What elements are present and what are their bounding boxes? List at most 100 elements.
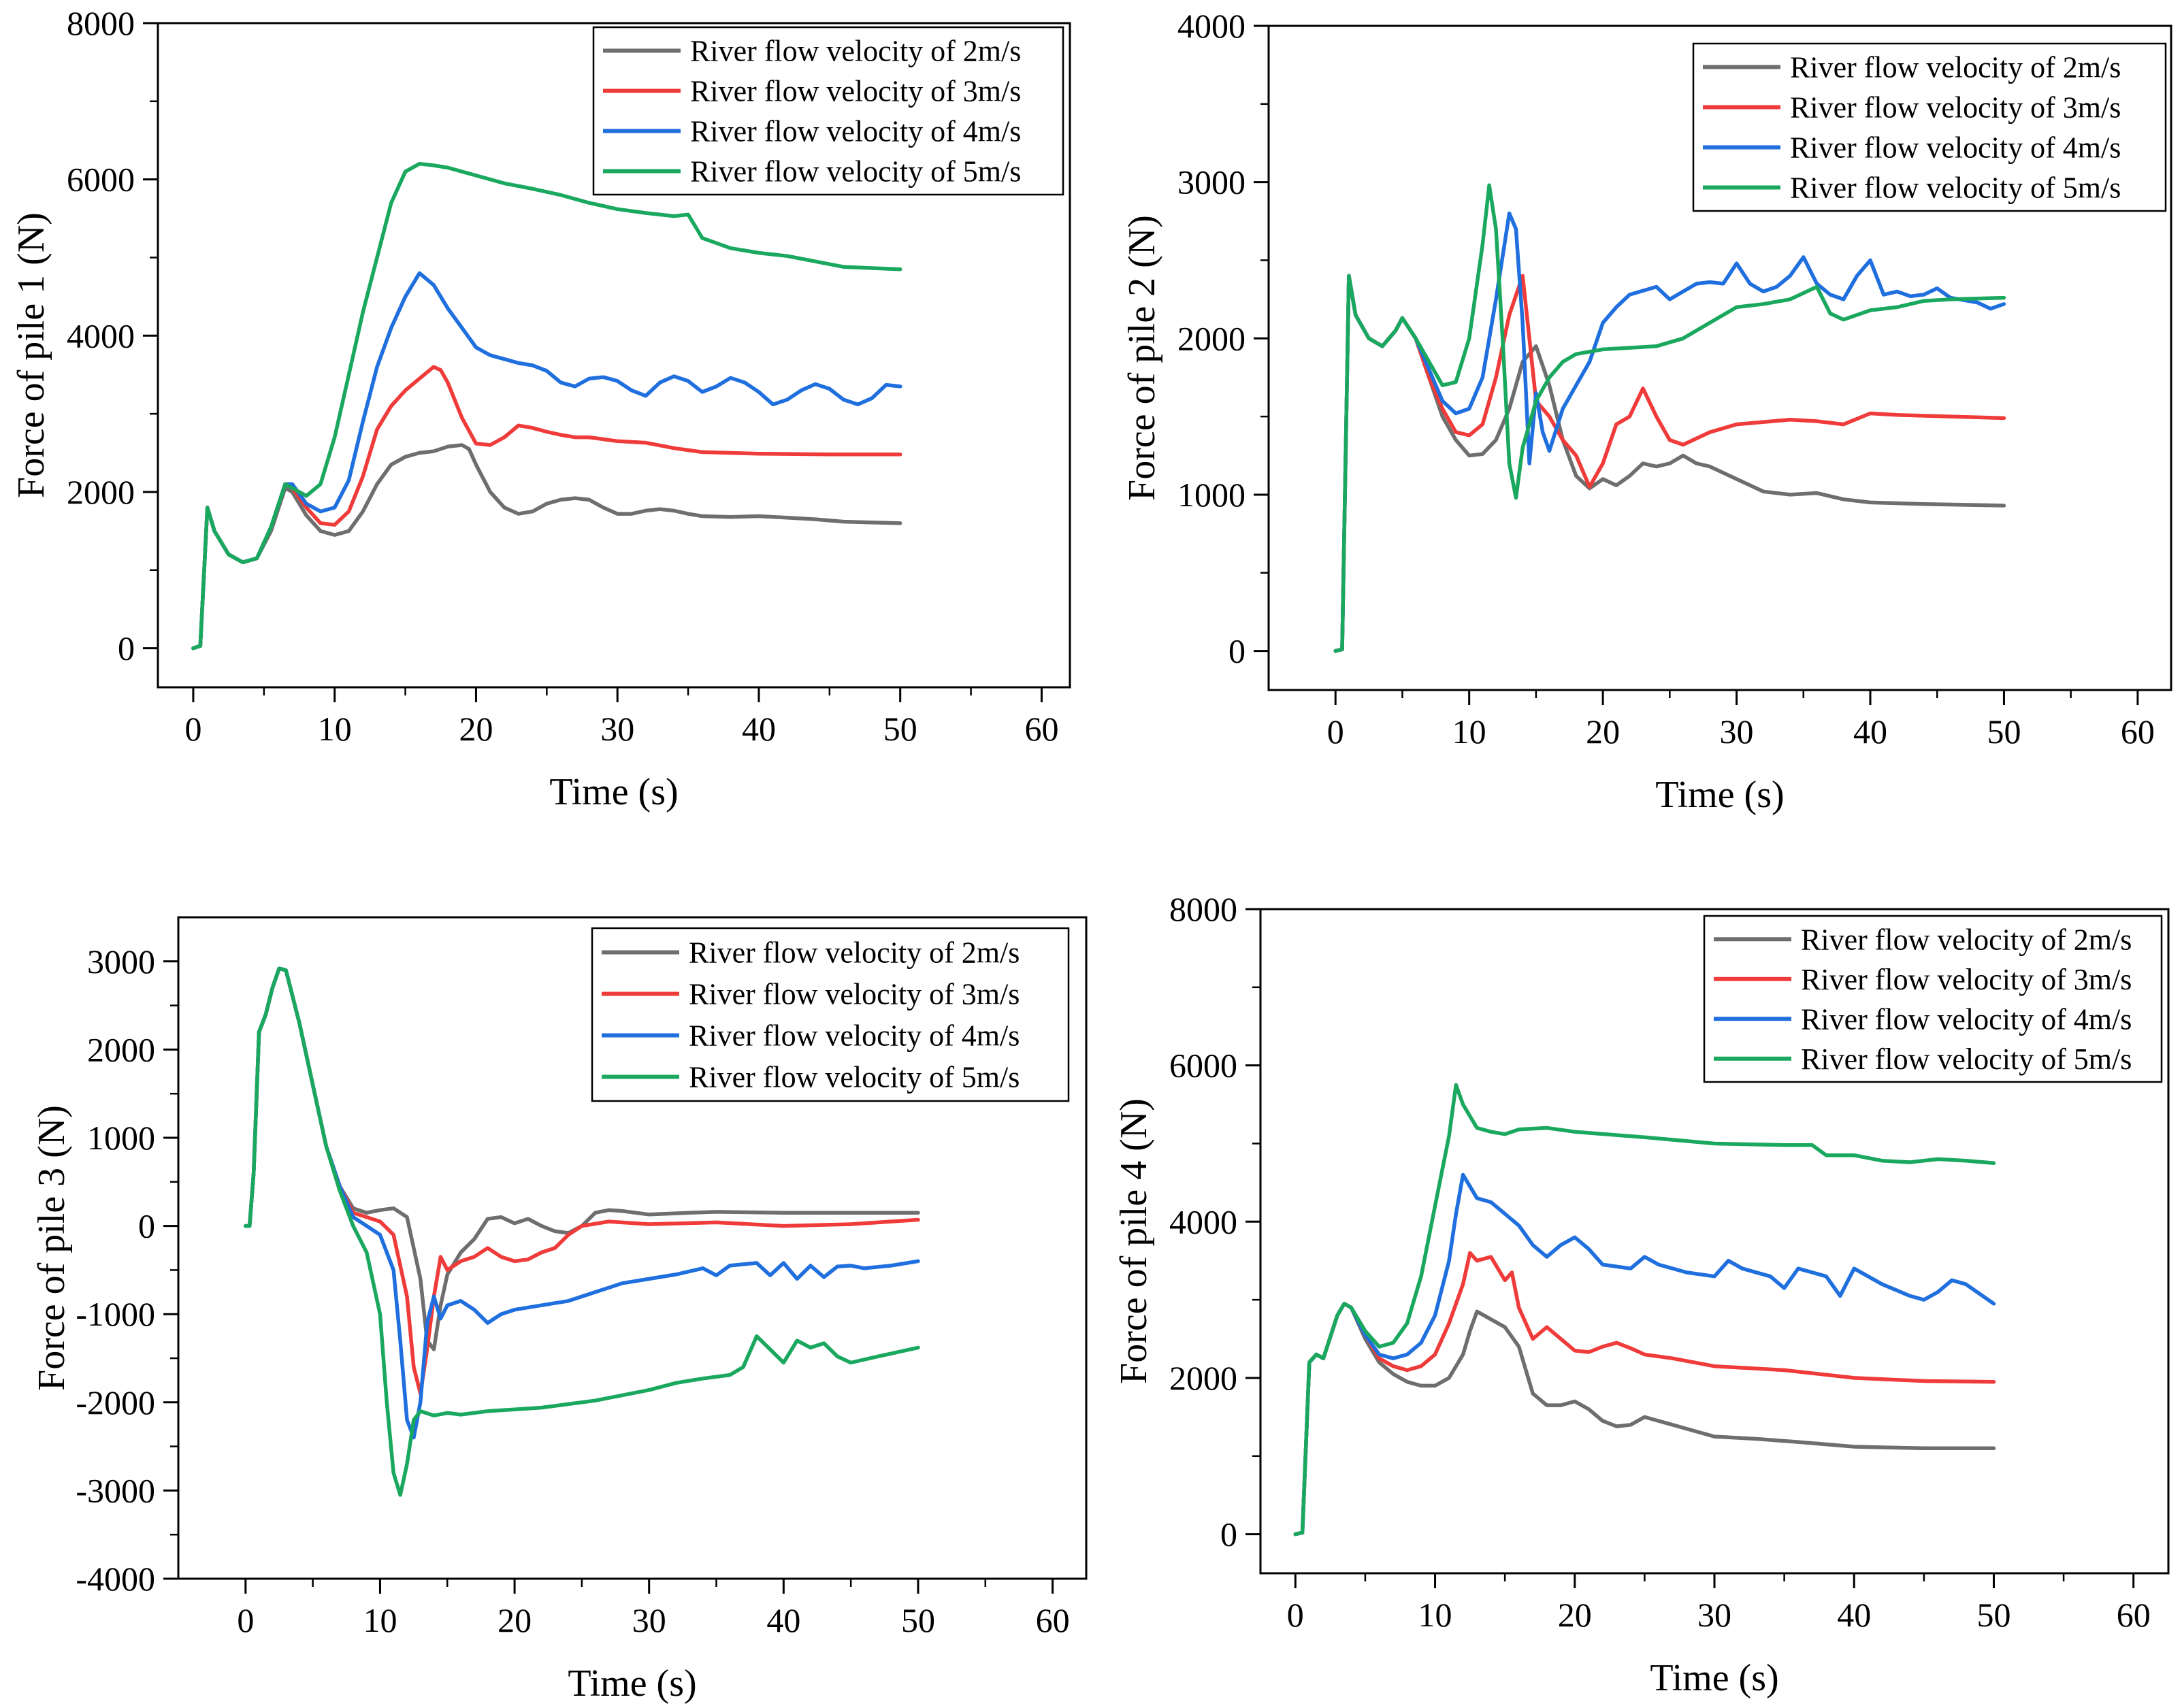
- x-tick-label: 40: [1837, 1596, 1871, 1634]
- series-line-3m-s: [191, 365, 902, 651]
- legend-box: [591, 927, 1070, 1102]
- y-tick-label: 1000: [1177, 476, 1245, 514]
- y-tick-label: 2000: [87, 1030, 155, 1068]
- y-tick-label: 3000: [87, 942, 155, 981]
- legend-label: River flow velocity of 5m/s: [1790, 171, 2121, 205]
- x-tick-label: 50: [901, 1601, 935, 1639]
- x-tick-label: 20: [498, 1601, 532, 1639]
- x-tick-label: 20: [1586, 712, 1620, 751]
- y-tick-label: 0: [118, 629, 135, 668]
- y-tick-label: 4000: [1169, 1202, 1237, 1241]
- x-tick-label: 60: [1024, 710, 1058, 748]
- x-tick-label: 50: [883, 710, 917, 748]
- legend-box: [592, 26, 1064, 196]
- y-axis-title: Force of pile 2 (N): [1121, 215, 1163, 501]
- y-axis-title: Force of pile 4 (N): [1113, 1098, 1155, 1384]
- x-tick-label: 30: [600, 710, 634, 748]
- y-tick-label: -4000: [76, 1560, 155, 1598]
- x-tick-label: 40: [742, 710, 776, 748]
- x-tick-label: 40: [1853, 712, 1887, 751]
- chart-pile2: 0 10 20 30 40 50 60 0 1000 2000 3000 4000 Time (s) Fo…: [1121, 7, 2172, 816]
- x-tick-label: 20: [1558, 1596, 1592, 1634]
- series-line-5m-s: [244, 966, 920, 1497]
- series-line-4m-s: [1293, 1172, 1996, 1537]
- legend: River flow velocity of 2m/s River flow ve…: [591, 927, 1070, 1102]
- legend-label: River flow velocity of 2m/s: [1790, 51, 2121, 84]
- y-tick-label: 0: [1228, 632, 1245, 670]
- axes-frame: [177, 916, 1088, 1580]
- x-tick-label: 10: [1418, 1596, 1452, 1634]
- x-tick-label: 60: [2117, 1596, 2151, 1634]
- series-line-2m-s: [191, 443, 902, 651]
- legend-label: River flow velocity of 2m/s: [689, 936, 1020, 970]
- y-tick-label: 3000: [1177, 163, 1245, 201]
- legend-label: River flow velocity of 5m/s: [689, 1061, 1020, 1094]
- y-tick-label: -1000: [76, 1295, 155, 1333]
- x-tick-label: 10: [363, 1601, 397, 1639]
- y-tick-label: 8000: [1169, 890, 1237, 928]
- x-axis-title: Time (s): [1655, 774, 1784, 816]
- series-line-4m-s: [191, 271, 902, 651]
- legend-label: River flow velocity of 3m/s: [690, 75, 1021, 108]
- x-axis-title: Time (s): [549, 771, 678, 813]
- series-line-2m-s: [1333, 274, 2006, 653]
- legend: River flow velocity of 2m/s River flow ve…: [1703, 915, 2163, 1083]
- x-tick-label: 50: [1987, 712, 2021, 751]
- legend-label: River flow velocity of 3m/s: [1801, 963, 2132, 996]
- series-line-5m-s: [1333, 183, 2006, 653]
- x-tick-label: 0: [1287, 1596, 1304, 1634]
- y-tick-label: 6000: [1169, 1047, 1237, 1085]
- chart-pile4: 0 10 20 30 40 50 60 0 2000 4000 6000 8000 Time (s) Fo…: [1113, 890, 2170, 1699]
- x-tick-label: 10: [1452, 712, 1486, 751]
- legend: River flow velocity of 2m/s River flow ve…: [1692, 42, 2167, 212]
- x-tick-label: 40: [766, 1601, 800, 1639]
- legend-label: River flow velocity of 3m/s: [689, 978, 1020, 1011]
- y-tick-label: 8000: [67, 4, 135, 42]
- x-tick-label: 0: [184, 710, 201, 748]
- series-line-3m-s: [1293, 1251, 1996, 1537]
- legend-label: River flow velocity of 3m/s: [1790, 91, 2121, 125]
- y-tick-label: 2000: [1169, 1359, 1237, 1397]
- x-tick-label: 10: [318, 710, 352, 748]
- y-tick-label: 0: [1220, 1515, 1237, 1554]
- y-tick-label: -2000: [76, 1383, 155, 1422]
- y-tick-label: -3000: [76, 1471, 155, 1509]
- legend-box: [1692, 42, 2167, 212]
- y-tick-label: 4000: [1177, 7, 1245, 45]
- legend-label: River flow velocity of 4m/s: [689, 1019, 1020, 1053]
- legend-label: River flow velocity of 2m/s: [690, 35, 1021, 68]
- chart-pile1: 0 10 20 30 40 50 60 0 2000 4000 6000 8000 Time (s) Fo…: [10, 4, 1071, 813]
- chart-pile3: 0 10 20 30 40 50 60 -4000 -3000 -2000 -1000 0 1000 20…: [31, 916, 1088, 1705]
- x-axis-title: Time (s): [568, 1662, 696, 1705]
- x-tick-label: 30: [1720, 712, 1754, 751]
- legend: River flow velocity of 2m/s River flow ve…: [592, 26, 1064, 196]
- x-tick-label: 30: [632, 1601, 666, 1639]
- axes-frame: [157, 22, 1071, 689]
- x-axis-title: Time (s): [1650, 1657, 1778, 1699]
- legend-box: [1703, 915, 2163, 1083]
- x-tick-label: 20: [459, 710, 493, 748]
- x-tick-label: 30: [1697, 1596, 1731, 1634]
- x-tick-label: 0: [1327, 712, 1344, 751]
- x-tick-label: 50: [1976, 1596, 2010, 1634]
- legend-label: River flow velocity of 4m/s: [690, 115, 1021, 148]
- y-axis-title: Force of pile 1 (N): [10, 212, 52, 498]
- legend-label: River flow velocity of 5m/s: [690, 155, 1021, 188]
- legend-label: River flow velocity of 2m/s: [1801, 923, 2132, 956]
- series-line-2m-s: [1293, 1302, 1996, 1537]
- series-line-5m-s: [191, 161, 902, 651]
- x-tick-label: 60: [1036, 1601, 1070, 1639]
- y-tick-label: 1000: [87, 1119, 155, 1157]
- y-axis-title: Force of pile 3 (N): [31, 1105, 73, 1391]
- y-tick-label: 0: [138, 1207, 155, 1245]
- series-line-5m-s: [1293, 1083, 1996, 1537]
- y-tick-label: 2000: [1177, 319, 1245, 357]
- y-tick-label: 4000: [67, 316, 135, 355]
- y-tick-label: 6000: [67, 161, 135, 199]
- legend-label: River flow velocity of 4m/s: [1790, 131, 2121, 165]
- y-tick-label: 2000: [67, 473, 135, 511]
- legend-label: River flow velocity of 5m/s: [1801, 1042, 2132, 1076]
- legend-label: River flow velocity of 4m/s: [1801, 1002, 2132, 1036]
